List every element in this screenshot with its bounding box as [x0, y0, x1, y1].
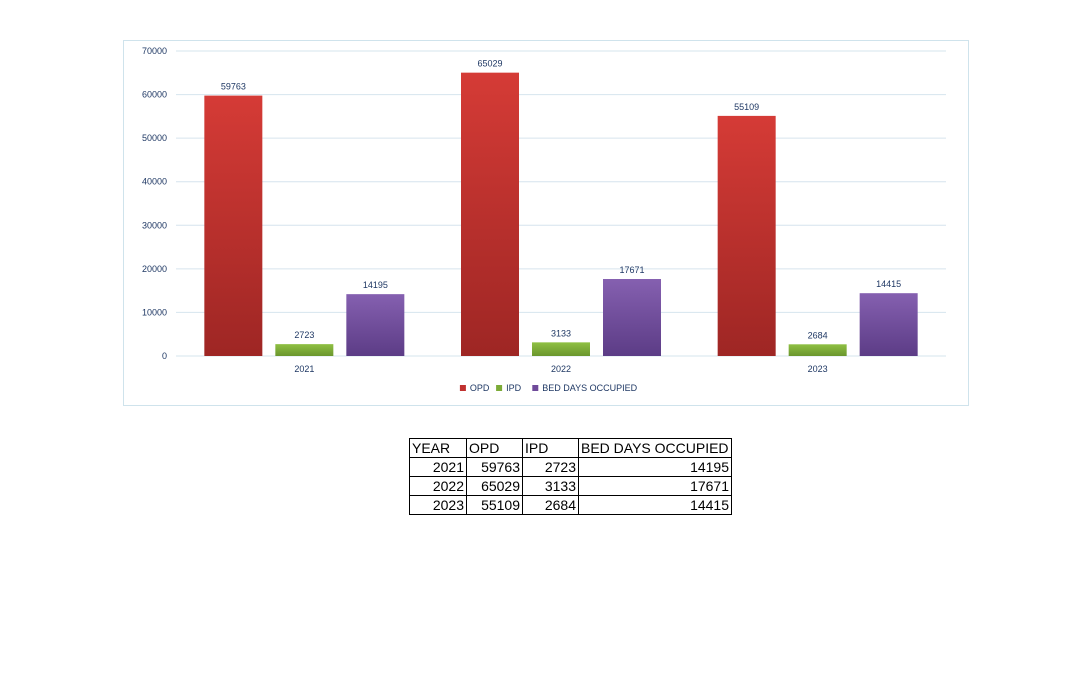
y-tick-label: 0 — [162, 351, 167, 361]
data-label: 3133 — [551, 328, 571, 338]
data-label: 65029 — [477, 59, 502, 69]
data-label: 2684 — [808, 330, 828, 340]
bar-opd — [204, 95, 263, 357]
bar-bed-days-occupied — [346, 294, 405, 356]
legend-swatch-ipd — [496, 385, 503, 391]
data-label: 17671 — [619, 265, 644, 275]
data-label: 55109 — [734, 102, 759, 112]
bar-ipd — [532, 342, 590, 356]
table-header-year: YEAR — [409, 438, 467, 458]
table-cell-bed-days: 14415 — [578, 495, 732, 515]
bar-ipd — [275, 344, 334, 356]
table-cell-ipd: 2723 — [522, 457, 579, 477]
y-tick-label: 60000 — [142, 90, 167, 100]
table-header-bed-days: BED DAYS OCCUPIED — [578, 438, 732, 458]
data-label: 2723 — [294, 330, 314, 340]
y-tick-label: 20000 — [142, 264, 167, 274]
bar-ipd — [788, 344, 847, 356]
data-label: 14415 — [876, 279, 901, 289]
y-tick-label: 10000 — [142, 307, 167, 317]
data-label: 14195 — [363, 280, 388, 290]
legend-label-opd: OPD — [470, 383, 490, 393]
legend-label-ipd: IPD — [506, 383, 522, 393]
table-cell-year: 2022 — [409, 476, 467, 496]
y-tick-label: 50000 — [142, 133, 167, 143]
table-cell-year: 2021 — [409, 457, 467, 477]
table-cell-bed-days: 17671 — [578, 476, 732, 496]
table-header-opd: OPD — [466, 438, 523, 458]
table-header-row: YEAR OPD IPD BED DAYS OCCUPIED — [409, 438, 732, 458]
y-tick-label: 40000 — [142, 177, 167, 187]
table-cell-opd: 55109 — [466, 495, 523, 515]
bar-opd — [717, 115, 776, 356]
table-cell-opd: 59763 — [466, 457, 523, 477]
table-row: 2021 59763 2723 14195 — [409, 457, 732, 477]
data-label: 59763 — [221, 82, 246, 92]
y-tick-label: 70000 — [142, 46, 167, 56]
x-tick-label: 2022 — [551, 364, 571, 374]
table-header-ipd: IPD — [522, 438, 579, 458]
table-cell-ipd: 3133 — [522, 476, 579, 496]
bar-opd — [461, 72, 519, 356]
table-cell-bed-days: 14195 — [578, 457, 732, 477]
table-cell-ipd: 2684 — [522, 495, 579, 515]
table-cell-year: 2023 — [409, 495, 467, 515]
x-tick-label: 2023 — [808, 364, 828, 374]
x-tick-label: 2021 — [294, 364, 314, 374]
legend-swatch-bed-days-occupied — [532, 385, 539, 391]
data-table: YEAR OPD IPD BED DAYS OCCUPIED 2021 5976… — [409, 438, 732, 515]
y-tick-label: 30000 — [142, 220, 167, 230]
bar-chart: 0 10000 20000 30000 40000 50000 60000 70000 5976… — [142, 46, 946, 393]
bar-bed-days-occupied — [603, 279, 661, 356]
legend-label-bed-days-occupied: BED DAYS OCCUPIED — [542, 383, 637, 393]
bar-bed-days-occupied — [859, 293, 918, 356]
table-cell-opd: 65029 — [466, 476, 523, 496]
table-row: 2023 55109 2684 14415 — [409, 495, 732, 515]
chart-frame: 0 10000 20000 30000 40000 50000 60000 70000 5976… — [123, 40, 969, 406]
legend-swatch-opd — [459, 385, 466, 391]
table-row: 2022 65029 3133 17671 — [409, 476, 732, 496]
